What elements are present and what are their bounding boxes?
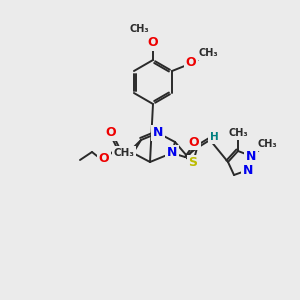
Text: O: O — [186, 56, 196, 70]
Text: N: N — [246, 149, 256, 163]
Text: H: H — [210, 132, 218, 142]
Text: N: N — [243, 164, 253, 176]
Text: S: S — [188, 157, 197, 169]
Text: N: N — [153, 127, 163, 140]
Text: CH₃: CH₃ — [228, 128, 248, 138]
Text: O: O — [148, 37, 158, 50]
Text: O: O — [99, 152, 109, 166]
Text: O: O — [106, 127, 116, 140]
Text: N: N — [167, 146, 177, 160]
Text: O: O — [189, 136, 199, 148]
Text: CH₃: CH₃ — [198, 48, 218, 58]
Text: CH₃: CH₃ — [257, 139, 277, 149]
Text: CH₃: CH₃ — [113, 148, 134, 158]
Text: CH₃: CH₃ — [129, 24, 149, 34]
